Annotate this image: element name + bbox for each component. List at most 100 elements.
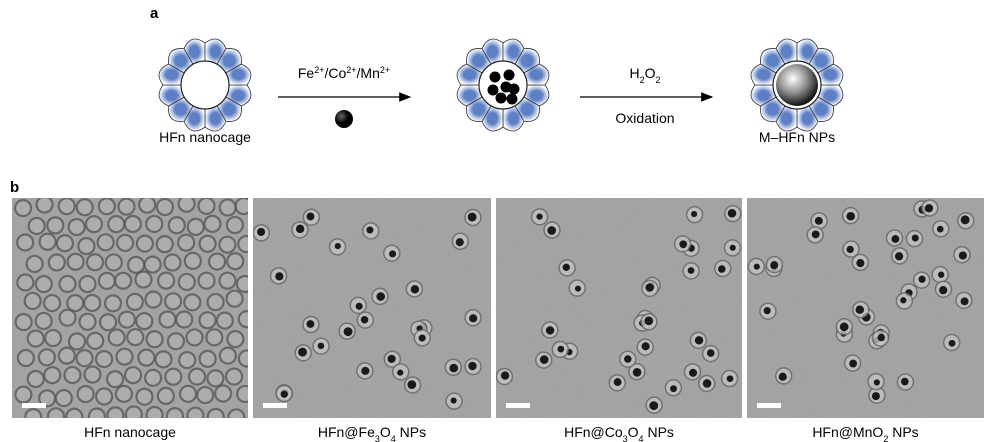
particle-core [703,379,712,388]
particle-core [614,378,622,386]
protein-cage [178,235,194,251]
nanocage [457,39,549,131]
particle-core [536,213,542,219]
protein-cage [179,196,195,212]
protein-cage [15,200,31,216]
cage-particle [507,94,518,105]
protein-cage [57,235,73,251]
protein-cage [27,256,43,272]
protein-cage [77,350,93,366]
protein-cage [107,371,123,387]
protein-cage [228,409,244,425]
particle-core [366,226,373,233]
protein-cage [138,350,154,366]
protein-cage [184,294,200,310]
tem-image [747,198,984,418]
text-segment: HFn@Fe [318,424,375,440]
protein-cage [28,371,44,387]
particle-core [770,261,778,269]
protein-cage [25,409,41,425]
particle-core [633,368,642,377]
protein-cage [119,312,135,328]
particle-core [840,323,849,332]
particle-core [257,228,265,236]
particle-core [846,212,855,221]
protein-cage [78,386,94,402]
particle-core [449,364,458,373]
particle-core [856,305,864,313]
text-segment: NPs [644,424,674,440]
tem-image [253,198,491,418]
protein-cage [169,217,185,233]
protein-cage [238,236,254,252]
protein-cage [45,330,61,346]
protein-cage [200,351,216,367]
scale-bar [263,403,287,408]
particle-core [546,326,554,334]
protein-cage [84,295,100,311]
protein-cage [64,367,80,383]
protein-cage [164,255,180,271]
protein-cage [44,295,60,311]
protein-cage [59,198,75,214]
text-segment: HFn nanocage [84,424,176,440]
protein-cage [200,236,216,252]
protein-cage [86,216,102,232]
panel-label: b [10,179,19,196]
particle-core [912,234,919,241]
particle-core [849,360,857,368]
protein-cage [239,351,255,367]
protein-cage [37,197,53,213]
cage-particle [488,85,499,96]
text-segment: NPs [888,424,918,440]
protein-cage [105,295,121,311]
protein-cage [125,367,141,383]
protein-cage [200,312,216,328]
caption: HFn nanocage [159,129,251,145]
protein-cage [128,257,144,273]
protein-cage [96,351,112,367]
cage-cavity [181,61,229,109]
protein-cage [29,218,45,234]
particle-core [707,349,715,357]
protein-cage [78,238,94,254]
particle-core [344,327,353,336]
particle-core [306,320,314,328]
particle-core [642,342,650,350]
protein-cage [106,254,122,270]
particle-core [298,348,307,357]
protein-cage [165,369,181,385]
particle-core [361,316,368,323]
protein-cage [47,217,63,233]
particle-core [468,362,476,370]
text-segment: HFn@Co [564,424,623,440]
protein-cage [40,234,56,250]
protein-cage [187,408,203,424]
particle-core [389,250,396,257]
protein-cage [227,291,243,307]
protein-cage [208,294,224,310]
protein-cage [96,389,112,405]
caption: M–HFn NPs [759,129,835,145]
protein-cage [109,329,125,345]
protein-cage [99,198,115,214]
protein-cage [197,387,213,403]
protein-cage [85,367,101,383]
text-segment: HFn@MnO [812,424,883,440]
protein-cage [186,329,202,345]
nanoparticle-icon [335,110,353,128]
rich-text: HFn@Co3O4 NPs [564,424,674,442]
protein-cage [98,234,114,250]
protein-cage [179,352,195,368]
text-segment: 2+ [314,65,324,75]
protein-cage [87,254,103,270]
tem-content [747,198,984,418]
protein-cage [119,199,135,215]
protein-cage [17,234,33,250]
protein-cage [127,294,143,310]
protein-cage [135,272,151,288]
protein-cage [56,390,72,406]
particle-core [356,303,363,310]
protein-cage [67,295,83,311]
protein-cage [227,253,243,269]
